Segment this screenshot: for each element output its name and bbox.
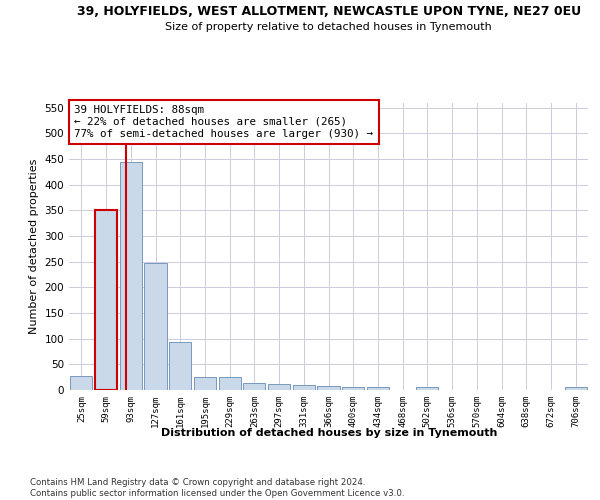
Bar <box>95 210 117 390</box>
Text: 39, HOLYFIELDS, WEST ALLOTMENT, NEWCASTLE UPON TYNE, NE27 0EU: 39, HOLYFIELDS, WEST ALLOTMENT, NEWCASTL… <box>77 5 581 18</box>
Bar <box>342 387 364 390</box>
Y-axis label: Number of detached properties: Number of detached properties <box>29 158 39 334</box>
Bar <box>416 388 439 390</box>
Bar <box>70 376 92 390</box>
Text: 39 HOLYFIELDS: 88sqm
← 22% of detached houses are smaller (265)
77% of semi-deta: 39 HOLYFIELDS: 88sqm ← 22% of detached h… <box>74 106 373 138</box>
Bar <box>145 262 167 390</box>
Text: Distribution of detached houses by size in Tynemouth: Distribution of detached houses by size … <box>161 428 497 438</box>
Bar <box>169 342 191 390</box>
Bar <box>218 377 241 390</box>
Bar <box>367 388 389 390</box>
Bar <box>565 388 587 390</box>
Bar <box>119 162 142 390</box>
Bar <box>268 384 290 390</box>
Text: Size of property relative to detached houses in Tynemouth: Size of property relative to detached ho… <box>166 22 492 32</box>
Bar <box>243 384 265 390</box>
Text: Contains HM Land Registry data © Crown copyright and database right 2024.
Contai: Contains HM Land Registry data © Crown c… <box>30 478 404 498</box>
Bar <box>293 385 315 390</box>
Bar <box>317 386 340 390</box>
Bar <box>194 377 216 390</box>
